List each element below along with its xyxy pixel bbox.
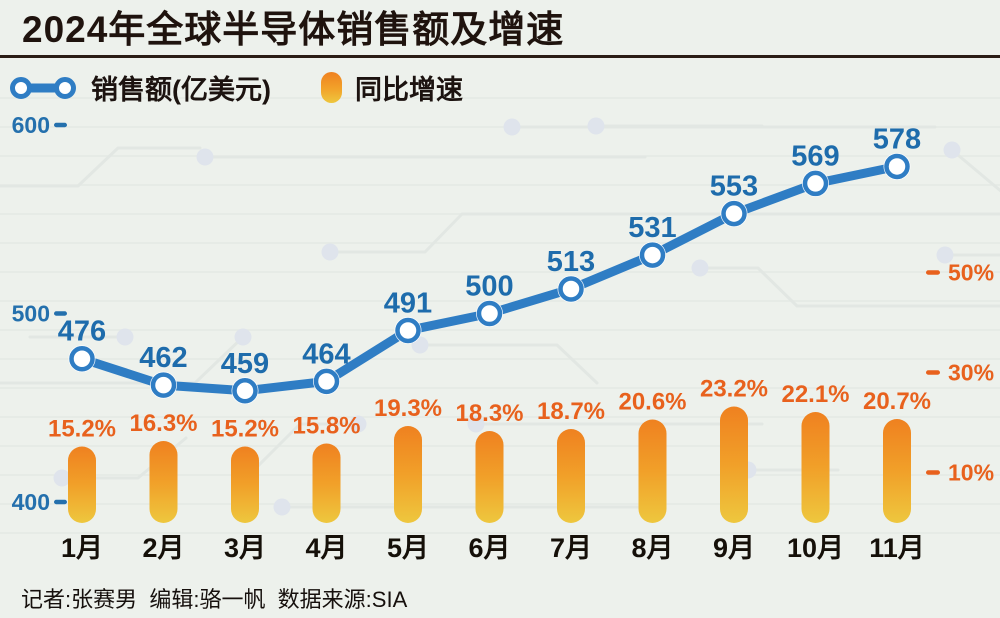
growth-bar-legend-icon xyxy=(320,72,342,103)
bg-circuit-dot xyxy=(321,243,339,261)
bg-circuit-dot xyxy=(234,328,252,346)
growth-value-label: 18.3% xyxy=(455,400,523,427)
sales-value-label: 459 xyxy=(221,348,269,380)
growth-bar xyxy=(557,429,585,523)
month-label: 4月 xyxy=(305,533,347,563)
sales-value-label: 476 xyxy=(58,316,106,348)
sales-value-label: 569 xyxy=(791,140,839,172)
growth-value-label: 15.2% xyxy=(48,416,116,443)
growth-value-label: 19.3% xyxy=(374,395,442,422)
credits: 记者:张赛男 编辑:骆一帆 数据来源:SIA xyxy=(21,587,408,612)
month-label: 9月 xyxy=(713,533,755,563)
left-axis-tick-label: 600 xyxy=(12,112,50,138)
sales-value-label: 578 xyxy=(873,123,921,155)
sales-point-marker xyxy=(395,317,421,344)
growth-value-label: 22.1% xyxy=(781,381,849,408)
sales-point-marker xyxy=(884,153,910,180)
bg-circuit-dot xyxy=(349,415,367,433)
legend-item-sales: 销售额(亿美元) xyxy=(8,68,271,107)
sales-value-label: 464 xyxy=(302,338,350,370)
month-label: 7月 xyxy=(550,533,592,563)
left-axis-tick-label: 500 xyxy=(12,301,50,327)
growth-value-label: 15.8% xyxy=(292,413,360,440)
sales-point-marker xyxy=(150,372,177,398)
growth-bar xyxy=(312,443,341,523)
sales-legend-label: 销售额(亿美元) xyxy=(91,75,271,105)
month-label: 2月 xyxy=(142,533,184,563)
header: 2024年全球半导体销售额及增速 xyxy=(0,0,1000,58)
growth-legend-label: 同比增速 xyxy=(354,75,463,105)
bg-circuit-dot xyxy=(936,246,954,264)
right-axis-tick-label: 50% xyxy=(948,260,994,286)
bg-circuit-trace xyxy=(244,422,360,480)
right-axis-tick-dash xyxy=(926,470,940,475)
growth-value-label: 20.6% xyxy=(618,389,686,416)
month-label: 1月 xyxy=(61,533,103,563)
bg-circuit-dot xyxy=(53,469,71,487)
growth-bar xyxy=(883,419,911,523)
bg-circuit-dot xyxy=(503,118,521,136)
sales-point-marker xyxy=(69,345,95,372)
bg-circuit-trace xyxy=(0,146,202,188)
growth-bar xyxy=(475,431,504,523)
sales-point-marker xyxy=(476,300,503,327)
sales-point-marker xyxy=(558,276,584,302)
month-label: 6月 xyxy=(468,533,510,563)
growth-value-label: 15.2% xyxy=(211,416,279,443)
sales-value-label: 462 xyxy=(139,342,187,374)
month-label: 5月 xyxy=(387,533,429,563)
sales-point-marker xyxy=(313,368,340,395)
left-axis-tick-dash xyxy=(54,311,67,316)
bg-circuit-trace xyxy=(698,266,1000,308)
legend: 销售额(亿美元) 同比增速 xyxy=(8,68,463,107)
growth-value-label: 23.2% xyxy=(700,376,768,403)
title-divider xyxy=(0,55,1000,58)
right-axis-tick-dash xyxy=(926,270,940,275)
right-axis-tick-dash xyxy=(926,370,940,375)
left-axis-tick-label: 400 xyxy=(12,489,50,515)
bg-circuit-dot xyxy=(116,328,134,346)
right-axis-tick-label: 10% xyxy=(948,460,994,486)
growth-bar xyxy=(68,446,96,523)
sales-point-marker xyxy=(639,242,666,268)
sales-value-label: 513 xyxy=(547,246,595,278)
growth-bar xyxy=(149,441,178,523)
left-axis-tick-dash xyxy=(54,499,67,505)
bg-circuit-dot xyxy=(273,498,291,516)
page-title: 2024年全球半导体销售额及增速 xyxy=(22,9,565,50)
growth-value-label: 18.7% xyxy=(537,398,605,425)
sales-line-legend-icon xyxy=(10,76,76,99)
sales-value-label: 491 xyxy=(384,287,432,319)
bg-circuit-dot xyxy=(587,117,605,135)
growth-bar xyxy=(638,419,667,523)
sales-point-marker xyxy=(721,200,747,227)
growth-value-label: 16.3% xyxy=(129,410,197,437)
sales-point-marker xyxy=(232,378,258,404)
right-axis-tick-label: 30% xyxy=(948,360,994,386)
bg-circuit-dot xyxy=(943,141,961,159)
bg-circuit-trace xyxy=(950,148,1000,193)
growth-bar xyxy=(801,412,830,523)
growth-bar xyxy=(394,426,422,523)
bg-circuit-trace xyxy=(418,343,599,385)
bg-circuit-dot xyxy=(467,415,485,433)
growth-bar xyxy=(231,446,259,523)
bg-circuit-dot xyxy=(196,148,214,166)
month-label: 3月 xyxy=(224,533,266,563)
sales-value-label: 531 xyxy=(628,212,676,244)
sales-point-marker xyxy=(802,170,829,197)
growth-bar xyxy=(720,406,748,523)
legend-item-growth: 同比增速 xyxy=(320,68,463,107)
left-axis-tick-dash xyxy=(54,122,67,128)
bg-circuit-dot xyxy=(691,259,709,277)
growth-value-label: 20.7% xyxy=(863,388,931,415)
month-label: 11月 xyxy=(869,533,925,563)
month-label: 10月 xyxy=(787,533,844,563)
sales-value-label: 553 xyxy=(710,171,758,203)
month-label: 8月 xyxy=(631,533,673,563)
sales-value-label: 500 xyxy=(465,271,513,303)
